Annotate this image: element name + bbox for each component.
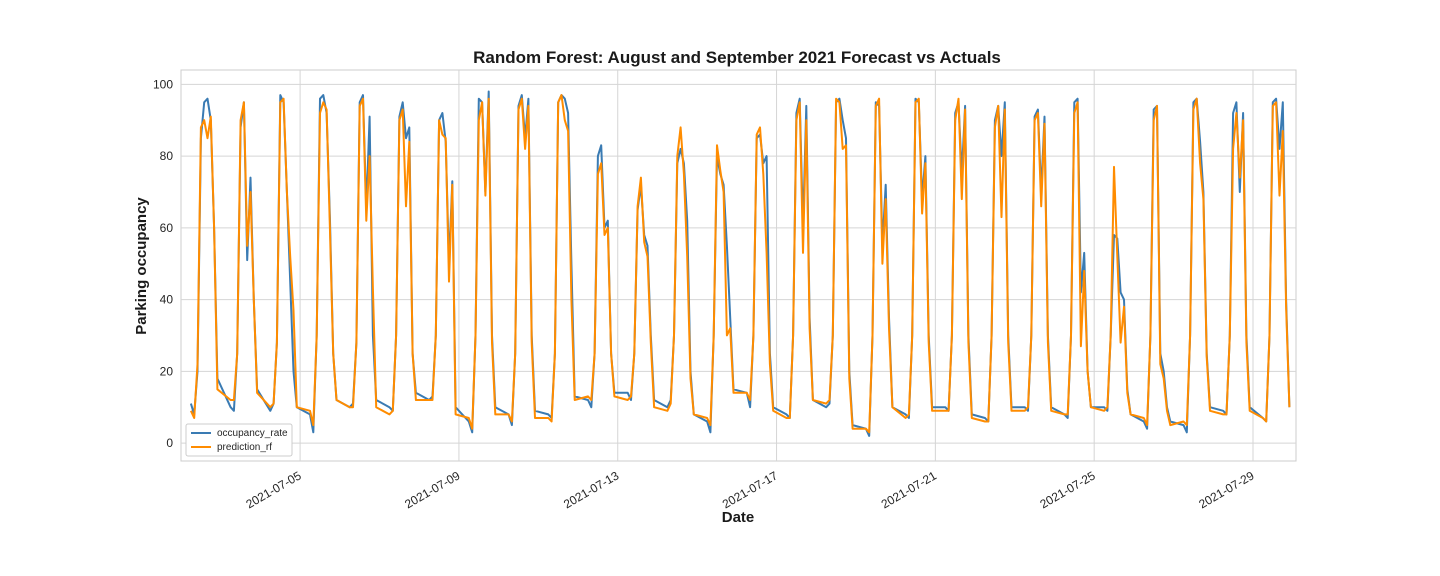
x-tick-labels: 2021-07-05 2021-07-09 2021-07-13 2021-07-17… bbox=[243, 468, 1256, 511]
x-tick-label: 2021-07-17 bbox=[720, 468, 780, 511]
x-tick-label: 2021-07-05 bbox=[243, 468, 303, 511]
chart-title: Random Forest: August and September 2021… bbox=[473, 48, 1001, 67]
legend-box bbox=[185, 423, 293, 457]
y-tick-labels: 0 20 40 60 80 100 bbox=[153, 77, 173, 450]
y-tick-label: 60 bbox=[160, 221, 174, 235]
y-tick-label: 0 bbox=[166, 436, 173, 450]
x-axis-title: Date bbox=[722, 509, 755, 526]
y-tick-label: 80 bbox=[160, 149, 174, 163]
x-tick-label: 2021-07-21 bbox=[879, 468, 939, 511]
grid-lines bbox=[181, 70, 1296, 461]
y-axis-title: Parking occupancy bbox=[133, 197, 150, 335]
y-tick-label: 20 bbox=[160, 364, 174, 378]
series-line-prediction-rf bbox=[189, 94, 1291, 434]
x-tick-label: 2021-07-13 bbox=[561, 468, 621, 511]
series-lines bbox=[189, 90, 1291, 437]
x-tick-label: 2021-07-09 bbox=[402, 468, 462, 511]
x-tick-label: 2021-07-25 bbox=[1038, 468, 1098, 511]
legend-label-prediction-rf: prediction_rf bbox=[217, 442, 272, 453]
y-tick-label: 100 bbox=[153, 77, 173, 91]
x-tick-label: 2021-07-29 bbox=[1196, 468, 1256, 511]
legend-label-occupancy-rate: occupancy_rate bbox=[217, 428, 288, 439]
y-tick-label: 40 bbox=[160, 293, 174, 307]
plot-area bbox=[180, 69, 1297, 462]
legend: occupancy_rate prediction_rf bbox=[185, 423, 293, 457]
